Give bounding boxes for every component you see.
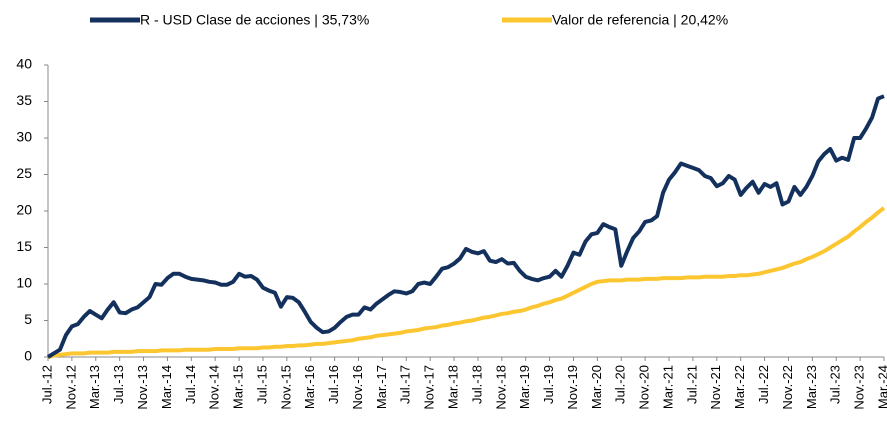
x-tick-label: Nov.-23	[852, 365, 867, 410]
x-tick-label: Mar.-19	[517, 365, 532, 409]
x-tick-label: Jul.-17	[398, 365, 413, 404]
x-tick-label: Jul.-15	[254, 365, 269, 404]
x-tick-label: Nov.-12	[63, 365, 78, 410]
x-tick-label: Jul.-23	[828, 365, 843, 404]
x-tick-label: Jul.-13	[111, 365, 126, 404]
x-tick-label: Nov.-16	[350, 365, 365, 410]
x-tick-label: Jul.-19	[541, 365, 556, 404]
x-tick-label: Nov.-14	[207, 365, 222, 410]
x-tick-label: Mar.-18	[445, 365, 460, 409]
x-tick-label: Jul.-12	[39, 365, 54, 404]
y-tick-label: 25	[16, 165, 32, 181]
x-tick-label: Mar.-22	[732, 365, 747, 409]
x-tick-label: Mar.-14	[159, 365, 174, 409]
x-tick-label: Nov.-15	[278, 365, 293, 410]
x-tick-label: Mar.-23	[804, 365, 819, 409]
x-tick-label: Jul.-16	[326, 365, 341, 404]
series-line	[46, 94, 885, 359]
x-tick-label: Mar.-20	[589, 365, 604, 409]
x-tick-label: Nov.-18	[493, 365, 508, 410]
legend-label: R - USD Clase de acciones | 35,73%	[140, 12, 369, 28]
y-tick-label: 5	[24, 311, 32, 327]
x-tick-label: Mar.-24	[875, 365, 887, 409]
x-tick-label: Nov.-19	[565, 365, 580, 410]
x-tick-label: Nov.-21	[708, 365, 723, 410]
series-line	[47, 206, 886, 359]
x-tick-label: Jul.-22	[756, 365, 771, 404]
x-tick-label: Mar.-21	[660, 365, 675, 409]
x-tick-label: Mar.-13	[87, 365, 102, 409]
x-tick-label: Nov.-17	[422, 365, 437, 410]
x-tick-label: Nov.-13	[135, 365, 150, 410]
x-tick-label: Jul.-21	[684, 365, 699, 404]
y-tick-label: 20	[16, 202, 32, 218]
x-tick-label: Nov.-22	[780, 365, 795, 410]
y-tick-label: 30	[16, 129, 32, 145]
y-tick-label: 35	[16, 92, 32, 108]
y-tick-label: 40	[16, 56, 32, 72]
x-tick-label: Mar.-15	[231, 365, 246, 409]
x-tick-label: Mar.-16	[302, 365, 317, 409]
x-tick-label: Jul.-14	[183, 365, 198, 404]
legend-label: Valor de referencia | 20,42%	[552, 12, 728, 28]
y-tick-label: 15	[16, 238, 32, 254]
x-tick-label: Jul.-18	[469, 365, 484, 404]
y-tick-label: 10	[16, 275, 32, 291]
y-tick-label: 0	[24, 348, 32, 364]
x-tick-label: Nov.-20	[637, 365, 652, 410]
x-tick-label: Mar.-17	[374, 365, 389, 409]
x-tick-label: Jul.-20	[613, 365, 628, 404]
